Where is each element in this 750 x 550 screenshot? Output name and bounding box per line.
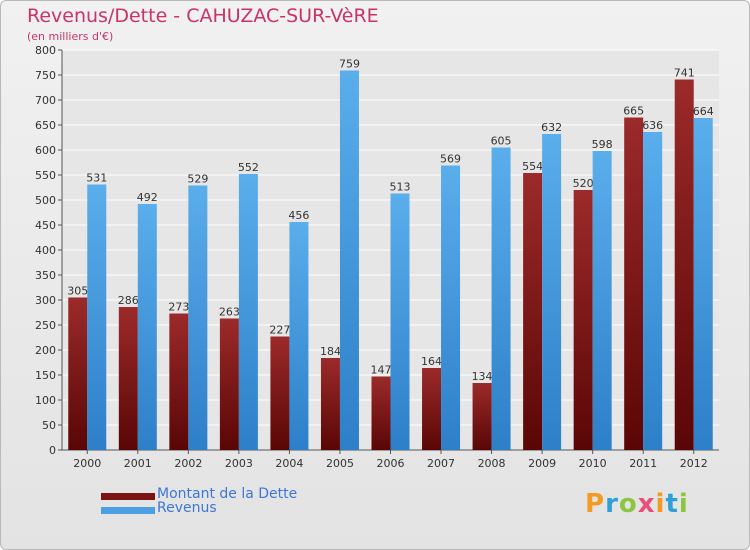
y-tick-label: 100 [35,394,56,407]
logo-letter: r [605,489,619,519]
y-tick-label: 0 [49,444,56,457]
x-tick-label: 2002 [174,457,202,470]
bar-dette [270,336,290,450]
x-tick-label: 2009 [528,457,556,470]
logo-letter: x [637,489,656,519]
y-tick-label: 450 [35,219,56,232]
x-tick-label: 2000 [73,457,101,470]
legend-swatch-dette [101,493,155,500]
bar-dette [523,173,543,450]
y-tick-label: 350 [35,269,56,282]
legend-label-dette: Montant de la Dette [157,486,298,502]
bar-dette [573,190,593,450]
x-tick-label: 2005 [326,457,354,470]
data-label-dette: 263 [219,306,240,319]
bar-dette [169,313,189,450]
x-tick-label: 2006 [377,457,405,470]
logo-letter: o [618,489,638,519]
data-label-dette: 273 [168,301,189,314]
bar-revenus [289,222,309,450]
data-label-revenus: 759 [339,58,360,71]
bar-dette [219,318,239,450]
logo-letter: i [655,489,666,519]
y-tick-label: 500 [35,194,56,207]
data-label-dette: 164 [421,355,442,368]
x-tick-label: 2011 [629,457,657,470]
data-label-revenus: 605 [491,135,512,148]
bar-dette [422,368,442,450]
x-tick-label: 2008 [478,457,506,470]
data-label-revenus: 513 [390,181,411,194]
y-tick-label: 600 [35,144,56,157]
logo-letter: t [665,489,679,519]
x-tick-label: 2007 [427,457,455,470]
logo-letter: P [585,489,606,519]
y-tick-label: 550 [35,169,56,182]
bar-revenus [238,174,258,450]
chart-subtitle: (en milliers d'€) [27,30,114,43]
data-label-dette: 520 [573,177,594,190]
data-label-revenus: 529 [187,173,208,186]
data-label-dette: 134 [472,370,493,383]
data-label-revenus: 632 [541,121,562,134]
y-tick-label: 750 [35,69,56,82]
bar-dette [674,79,694,450]
data-label-revenus: 552 [238,161,259,174]
bar-revenus [137,204,157,450]
data-label-dette: 227 [269,324,290,337]
data-label-dette: 665 [623,105,644,118]
bar-revenus [87,184,107,450]
bar-revenus [441,165,461,450]
y-tick-label: 250 [35,319,56,332]
bar-dette [472,383,492,450]
x-tick-label: 2001 [124,457,152,470]
bar-dette [118,307,138,450]
data-label-revenus: 492 [137,191,158,204]
proxiti-logo: Proxiti [585,489,689,519]
bar-revenus [390,193,410,450]
bar-revenus [491,147,511,450]
data-label-revenus: 598 [592,138,613,151]
y-tick-label: 150 [35,369,56,382]
chart-title: Revenus/Dette - CAHUZAC-SUR-VèRE [27,5,379,27]
data-label-dette: 286 [118,294,139,307]
data-label-revenus: 569 [440,153,461,166]
data-label-revenus: 531 [86,172,107,185]
data-label-revenus: 636 [642,119,663,132]
data-label-dette: 741 [674,67,695,80]
data-label-dette: 554 [522,160,543,173]
bar-dette [320,358,340,450]
x-tick-label: 2003 [225,457,253,470]
bar-dette [371,376,391,450]
x-tick-label: 2004 [275,457,303,470]
bar-dette [68,297,88,450]
legend-swatch-revenus [101,507,155,514]
data-label-dette: 184 [320,345,341,358]
y-tick-label: 700 [35,94,56,107]
data-label-dette: 305 [67,285,88,298]
bar-revenus [188,185,208,450]
y-tick-label: 650 [35,119,56,132]
y-tick-label: 200 [35,344,56,357]
data-label-dette: 147 [371,364,392,377]
y-tick-label: 300 [35,294,56,307]
bar-revenus [693,118,713,450]
bar-revenus [643,132,663,450]
x-tick-label: 2012 [680,457,708,470]
bar-revenus [542,134,562,450]
bar-dette [624,117,644,450]
data-label-revenus: 456 [288,209,309,222]
bar-revenus [339,70,359,450]
data-label-revenus: 664 [693,105,714,118]
y-tick-label: 50 [42,419,56,432]
bar-revenus [592,151,612,450]
y-tick-label: 800 [35,44,56,57]
logo-letter: i [678,489,689,519]
x-tick-label: 2010 [579,457,607,470]
legend-label-revenus: Revenus [157,500,217,516]
y-tick-label: 400 [35,244,56,257]
